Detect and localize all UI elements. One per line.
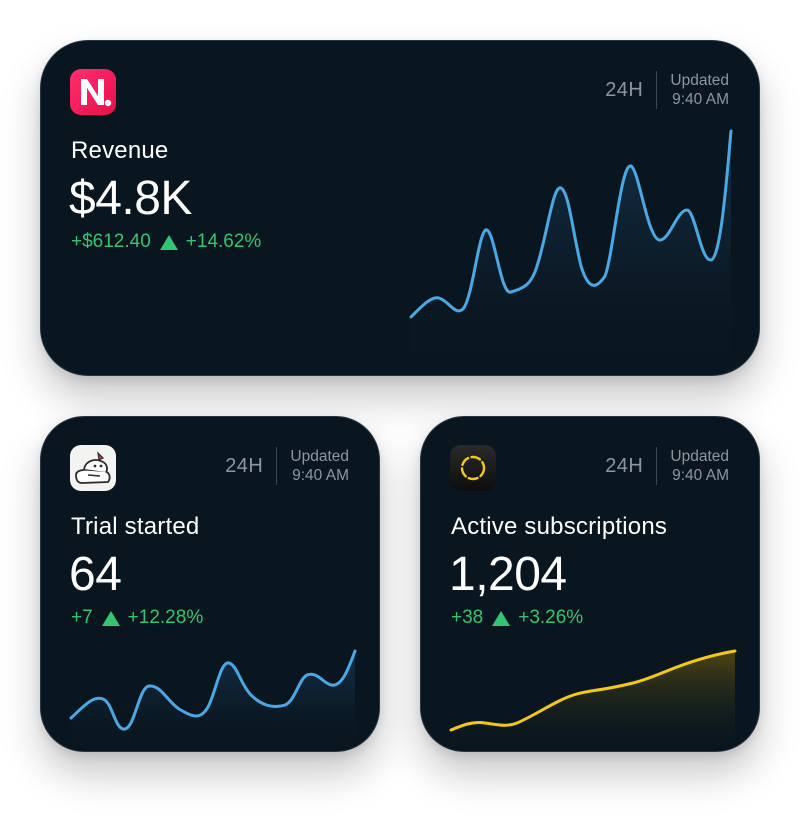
meta-divider xyxy=(656,71,658,109)
updated-time: 9:40 AM xyxy=(672,467,729,484)
widget-value: 1,204 xyxy=(449,548,567,601)
trend-up-icon xyxy=(492,610,511,626)
widget-change: +7 +12.28% xyxy=(71,607,203,629)
change-percent: +3.26% xyxy=(518,607,584,628)
widget-value: 64 xyxy=(69,548,122,601)
meta-divider xyxy=(276,447,278,485)
updated-info: Updated 9:40 AM xyxy=(657,447,729,485)
sparkline-area xyxy=(411,131,731,375)
change-absolute: +38 xyxy=(451,607,484,628)
sparkline-area xyxy=(451,651,735,751)
n-logo-icon xyxy=(70,69,116,115)
updated-time: 9:40 AM xyxy=(672,91,729,108)
widget-title: Active subscriptions xyxy=(451,513,668,540)
meta-divider xyxy=(656,447,658,485)
trend-up-icon xyxy=(101,610,120,626)
change-percent: +14.62% xyxy=(185,231,262,252)
time-meta: 24H Updated 9:40 AM xyxy=(605,71,729,109)
updated-label: Updated xyxy=(670,448,729,465)
updated-info: Updated 9:40 AM xyxy=(657,71,729,109)
change-absolute: +7 xyxy=(71,607,93,628)
updated-info: Updated 9:40 AM xyxy=(277,447,349,485)
updated-label: Updated xyxy=(670,72,729,89)
widget-title: Revenue xyxy=(71,137,169,164)
revenue-widget[interactable]: 24H Updated 9:40 AM Revenue $4.8K +$612.… xyxy=(40,40,760,376)
revenue-sparkline xyxy=(409,129,733,375)
time-meta: 24H Updated 9:40 AM xyxy=(605,447,729,485)
updated-label: Updated xyxy=(290,448,349,465)
widget-change: +$612.40 +14.62% xyxy=(71,231,261,253)
active-subscriptions-widget[interactable]: 24H Updated 9:40 AM Active subscriptions… xyxy=(420,416,760,752)
period-label[interactable]: 24H xyxy=(225,454,264,477)
trial-sparkline xyxy=(69,649,357,751)
trial-started-widget[interactable]: 24H Updated 9:40 AM Trial started 64 +7 … xyxy=(40,416,380,752)
widget-value: $4.8K xyxy=(69,172,192,225)
active-subscriptions-sparkline xyxy=(449,649,737,751)
widget-change: +38 +3.26% xyxy=(451,607,583,629)
change-percent: +12.28% xyxy=(127,607,204,628)
change-absolute: +$612.40 xyxy=(71,231,151,252)
sparkline-line xyxy=(69,649,357,731)
widget-title: Trial started xyxy=(71,513,200,540)
period-label[interactable]: 24H xyxy=(605,454,644,477)
sparkline-line xyxy=(449,649,737,732)
sparkline-line xyxy=(409,129,733,319)
character-app-icon xyxy=(70,445,116,491)
time-meta: 24H Updated 9:40 AM xyxy=(225,447,349,485)
trend-up-icon xyxy=(159,234,178,250)
sparkline-area xyxy=(71,651,355,751)
ring-app-icon xyxy=(450,445,496,491)
updated-time: 9:40 AM xyxy=(292,467,349,484)
period-label[interactable]: 24H xyxy=(605,78,644,101)
